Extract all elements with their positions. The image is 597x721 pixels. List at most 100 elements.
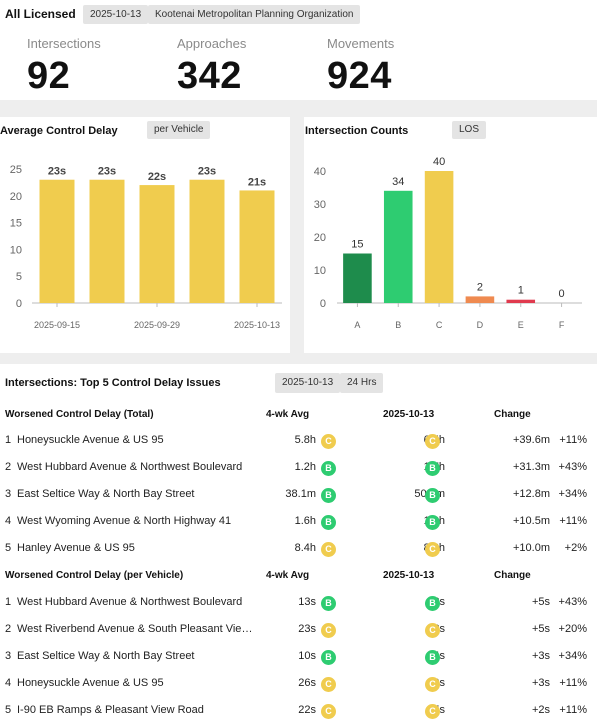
x-tick-label: F <box>559 320 565 330</box>
current-los-badge: C <box>425 704 440 719</box>
section-per-vehicle-col-avg: 4-wk Avg <box>266 570 310 581</box>
delay-unit-toggle[interactable]: per Vehicle <box>147 121 211 139</box>
avg-los-badge: C <box>321 434 336 449</box>
row-change-percent: +43% <box>558 461 587 473</box>
y-tick-label: 10 <box>10 244 22 256</box>
row-intersection-name[interactable]: East Seltice Way & North Bay Street <box>17 650 195 662</box>
los-bar-label: 15 <box>351 239 363 251</box>
row-avg-value: 1.2h <box>294 461 316 473</box>
row-change-percent: +2% <box>564 542 587 554</box>
los-bar-chart: 0 10 20 30 40 15 A 34 B 40 C 2 D 1 E 0 F <box>314 156 582 330</box>
row-intersection-name[interactable]: Honeysuckle Avenue & US 95 <box>17 677 164 689</box>
row-intersection-name[interactable]: Hanley Avenue & US 95 <box>17 542 135 554</box>
row-change-value: +12.8m <box>513 488 550 500</box>
y-tick-label: 0 <box>16 298 22 310</box>
row-intersection-name[interactable]: West Riverbend Avenue & South Pleasant V… <box>17 623 257 635</box>
x-tick-label: 2025-09-29 <box>134 320 180 330</box>
row-intersection-name[interactable]: I-90 EB Ramps & Pleasant View Road <box>17 704 204 716</box>
row-rank: 1 <box>5 596 12 608</box>
delay-bar <box>239 190 275 303</box>
delay-chart-panel: Average Control Delay per Vehicle 0 5 10 15… <box>0 117 290 353</box>
current-los-badge: C <box>425 677 440 692</box>
y-tick-label: 20 <box>314 232 326 244</box>
table-row[interactable]: 3 East Seltice Way & North Bay Street 38… <box>0 488 597 515</box>
x-tick-label: D <box>477 320 484 330</box>
row-rank: 2 <box>5 461 12 473</box>
table-row[interactable]: 5 Hanley Avenue & US 95 8.4h C 8.6h C +1… <box>0 542 597 569</box>
issues-period-selector[interactable]: 24 Hrs <box>340 373 384 393</box>
los-chart-panel: Intersection Counts LOS 0 10 20 30 40 15 A 34 B 4… <box>304 117 597 353</box>
current-los-badge: C <box>425 623 440 638</box>
row-change-value: +31.3m <box>513 461 550 473</box>
delay-chart-title: Average Control Delay <box>0 125 118 137</box>
row-change-value: +10.5m <box>513 515 550 527</box>
section-total-col-avg: 4-wk Avg <box>266 409 310 420</box>
delay-bar-label: 23s <box>198 166 216 178</box>
los-bar-label: 34 <box>392 176 404 188</box>
kpi-movements-label: Movements <box>327 36 395 51</box>
table-row[interactable]: 4 West Wyoming Avenue & North Highway 41… <box>0 515 597 542</box>
scope-title: All Licensed <box>5 7 76 21</box>
delay-bar-label: 21s <box>248 176 266 188</box>
avg-los-badge: B <box>321 461 336 476</box>
row-intersection-name[interactable]: East Seltice Way & North Bay Street <box>17 488 195 500</box>
x-tick-label: 2025-10-13 <box>234 320 280 330</box>
delay-bar <box>39 179 75 303</box>
avg-los-badge: C <box>321 677 336 692</box>
row-avg-value: 5.8h <box>294 434 316 446</box>
row-change-percent: +20% <box>558 623 587 635</box>
los-toggle[interactable]: LOS <box>452 121 487 139</box>
table-row[interactable]: 4 Honeysuckle Avenue & US 95 26s C 29s C… <box>0 677 597 704</box>
row-change-percent: +34% <box>558 488 587 500</box>
section-per-vehicle-title: Worsened Control Delay (per Vehicle) <box>5 570 184 581</box>
y-tick-label: 20 <box>10 191 22 203</box>
table-row[interactable]: 5 I-90 EB Ramps & Pleasant View Road 22s… <box>0 704 597 721</box>
row-change-value: +5s <box>531 596 550 608</box>
current-los-badge: B <box>425 650 440 665</box>
los-bar-a <box>343 253 372 303</box>
delay-issues-section: Intersections: Top 5 Control Delay Issue… <box>0 364 597 721</box>
row-intersection-name[interactable]: West Wyoming Avenue & North Highway 41 <box>17 515 232 527</box>
row-avg-value: 22s <box>298 704 316 716</box>
kpi-intersections: Intersections 92 <box>27 36 101 98</box>
table-row[interactable]: 2 West Riverbend Avenue & South Pleasant… <box>0 623 597 650</box>
section-per-vehicle-col-current: 2025-10-13 <box>383 570 435 581</box>
kpi-approaches-value: 342 <box>177 55 242 97</box>
row-change-value: +3s <box>531 650 550 662</box>
row-rank: 3 <box>5 650 12 662</box>
organization-selector[interactable]: Kootenai Metropolitan Planning Organizat… <box>148 5 361 24</box>
table-row[interactable]: 1 Honeysuckle Avenue & US 95 5.8h C 6.5h… <box>0 434 597 461</box>
section-per-vehicle-col-change: Change <box>494 570 531 581</box>
delay-bar-chart: 0 5 10 15 20 25 23s 2025-09-15 23s 22s 2025-09-29 2… <box>10 164 282 330</box>
row-change-percent: +11% <box>559 434 587 446</box>
issues-date-selector[interactable]: 2025-10-13 <box>275 373 341 393</box>
current-los-badge: C <box>425 434 440 449</box>
row-intersection-name[interactable]: West Hubbard Avenue & Northwest Boulevar… <box>17 461 243 473</box>
x-tick-label: B <box>395 320 401 330</box>
current-los-badge: C <box>425 542 440 557</box>
los-bar-e <box>506 299 536 303</box>
row-intersection-name[interactable]: Honeysuckle Avenue & US 95 <box>17 434 164 446</box>
los-bar-label: 0 <box>559 288 565 300</box>
y-tick-label: 0 <box>320 298 326 310</box>
row-rank: 5 <box>5 542 12 554</box>
table-row[interactable]: 2 West Hubbard Avenue & Northwest Boulev… <box>0 461 597 488</box>
row-change-percent: +11% <box>559 704 587 716</box>
table-row[interactable]: 1 West Hubbard Avenue & Northwest Boulev… <box>0 596 597 623</box>
delay-bar <box>89 179 125 303</box>
los-bar-label: 2 <box>477 281 483 293</box>
avg-los-badge: B <box>321 650 336 665</box>
y-tick-label: 5 <box>16 271 22 283</box>
avg-los-badge: C <box>321 542 336 557</box>
delay-bar-label: 23s <box>48 166 66 178</box>
date-selector[interactable]: 2025-10-13 <box>83 5 149 24</box>
row-change-percent: +43% <box>558 596 587 608</box>
table-row[interactable]: 3 East Seltice Way & North Bay Street 10… <box>0 650 597 677</box>
row-change-value: +10.0m <box>513 542 550 554</box>
row-change-percent: +11% <box>559 515 587 527</box>
row-change-value: +2s <box>531 704 550 716</box>
section-total-col-change: Change <box>494 409 531 420</box>
row-intersection-name[interactable]: West Hubbard Avenue & Northwest Boulevar… <box>17 596 243 608</box>
x-tick-label: C <box>436 320 443 330</box>
row-avg-value: 23s <box>298 623 316 635</box>
